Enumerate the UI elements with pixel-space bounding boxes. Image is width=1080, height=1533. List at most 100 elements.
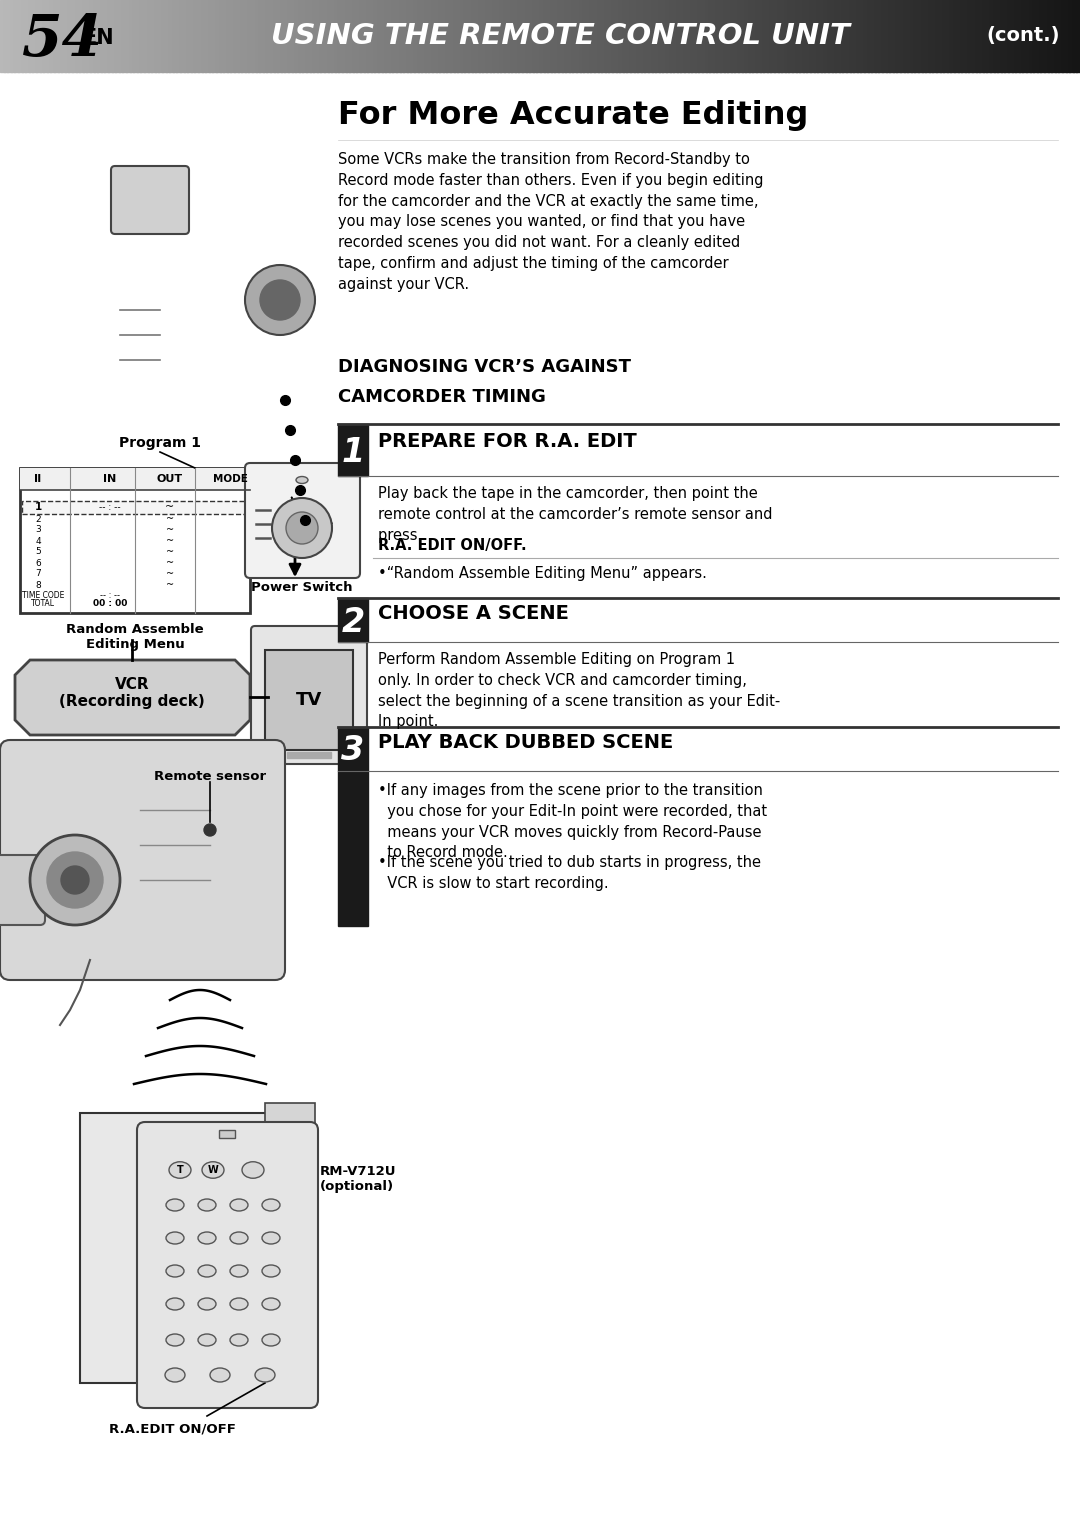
Bar xyxy=(108,0,112,72)
Bar xyxy=(742,0,746,72)
Bar xyxy=(184,0,188,72)
Bar xyxy=(659,0,663,72)
Bar xyxy=(640,0,646,72)
Bar xyxy=(662,0,667,72)
Bar xyxy=(332,0,336,72)
Bar xyxy=(1051,0,1056,72)
Bar xyxy=(54,0,58,72)
Text: VCR
(Recording deck): VCR (Recording deck) xyxy=(59,676,205,710)
Bar xyxy=(810,0,814,72)
Ellipse shape xyxy=(262,1233,280,1243)
Bar xyxy=(302,0,307,72)
Text: ~: ~ xyxy=(166,569,174,579)
Bar xyxy=(443,0,447,72)
Bar xyxy=(828,0,833,72)
Bar xyxy=(90,0,95,72)
Bar xyxy=(745,0,750,72)
Text: 2: 2 xyxy=(341,606,365,639)
Bar xyxy=(651,0,657,72)
Bar xyxy=(137,0,141,72)
Text: USING THE REMOTE CONTROL UNIT: USING THE REMOTE CONTROL UNIT xyxy=(271,21,850,51)
Bar xyxy=(616,0,620,72)
Bar xyxy=(68,0,73,72)
Bar xyxy=(389,0,393,72)
Bar xyxy=(11,0,15,72)
Bar xyxy=(46,0,52,72)
Bar xyxy=(468,0,473,72)
Bar xyxy=(287,753,330,757)
Bar xyxy=(353,0,357,72)
Bar xyxy=(83,0,87,72)
Bar xyxy=(105,0,109,72)
Bar xyxy=(494,0,498,72)
Bar xyxy=(889,0,894,72)
Circle shape xyxy=(48,852,103,908)
Ellipse shape xyxy=(230,1334,248,1346)
Text: 4: 4 xyxy=(36,537,41,546)
Bar xyxy=(532,0,538,72)
Bar xyxy=(424,0,430,72)
Bar xyxy=(666,0,671,72)
Bar xyxy=(241,0,246,72)
Bar xyxy=(1058,0,1063,72)
Ellipse shape xyxy=(230,1233,248,1243)
Bar xyxy=(832,0,836,72)
Bar xyxy=(198,0,203,72)
Text: PLAY BACK DUBBED SCENE: PLAY BACK DUBBED SCENE xyxy=(378,733,673,753)
Bar xyxy=(43,0,48,72)
Text: R.A.EDIT ON/OFF: R.A.EDIT ON/OFF xyxy=(109,1423,235,1435)
Ellipse shape xyxy=(166,1265,184,1277)
Bar xyxy=(338,727,368,771)
Bar xyxy=(119,0,123,72)
Ellipse shape xyxy=(198,1334,216,1346)
Bar xyxy=(295,0,300,72)
Bar xyxy=(148,0,152,72)
Bar xyxy=(154,0,160,72)
Bar xyxy=(602,0,606,72)
Bar xyxy=(702,0,706,72)
Bar xyxy=(407,0,411,72)
Ellipse shape xyxy=(198,1298,216,1311)
Bar xyxy=(483,0,487,72)
Bar xyxy=(936,0,941,72)
Bar xyxy=(36,0,41,72)
Text: 1: 1 xyxy=(341,435,365,469)
Text: -- : --: -- : -- xyxy=(99,503,121,512)
Text: 54: 54 xyxy=(22,12,104,69)
FancyBboxPatch shape xyxy=(0,855,45,924)
Bar xyxy=(299,0,303,72)
Bar xyxy=(335,0,339,72)
Bar xyxy=(756,0,760,72)
Bar xyxy=(292,0,296,72)
Bar xyxy=(813,0,819,72)
Bar xyxy=(381,0,387,72)
Bar xyxy=(781,0,786,72)
Bar xyxy=(364,0,368,72)
Bar xyxy=(980,0,984,72)
Ellipse shape xyxy=(262,1199,280,1211)
Text: 8: 8 xyxy=(36,581,41,590)
Bar xyxy=(511,0,516,72)
Bar xyxy=(926,0,930,72)
Text: MODE: MODE xyxy=(213,474,247,484)
Bar xyxy=(367,0,372,72)
Bar xyxy=(900,0,905,72)
Bar xyxy=(645,0,649,72)
Ellipse shape xyxy=(202,1162,224,1179)
Bar xyxy=(1062,0,1067,72)
Bar xyxy=(72,0,77,72)
Bar xyxy=(205,0,210,72)
Bar xyxy=(194,0,199,72)
Bar xyxy=(764,0,768,72)
Text: -- : --: -- : -- xyxy=(100,592,120,601)
Bar xyxy=(684,0,689,72)
Bar xyxy=(842,0,847,72)
Text: 3: 3 xyxy=(36,526,41,535)
Bar xyxy=(929,0,933,72)
Bar xyxy=(839,0,843,72)
Bar xyxy=(878,0,883,72)
Ellipse shape xyxy=(230,1298,248,1311)
Bar xyxy=(234,0,239,72)
Bar xyxy=(62,0,66,72)
Ellipse shape xyxy=(210,1367,230,1383)
